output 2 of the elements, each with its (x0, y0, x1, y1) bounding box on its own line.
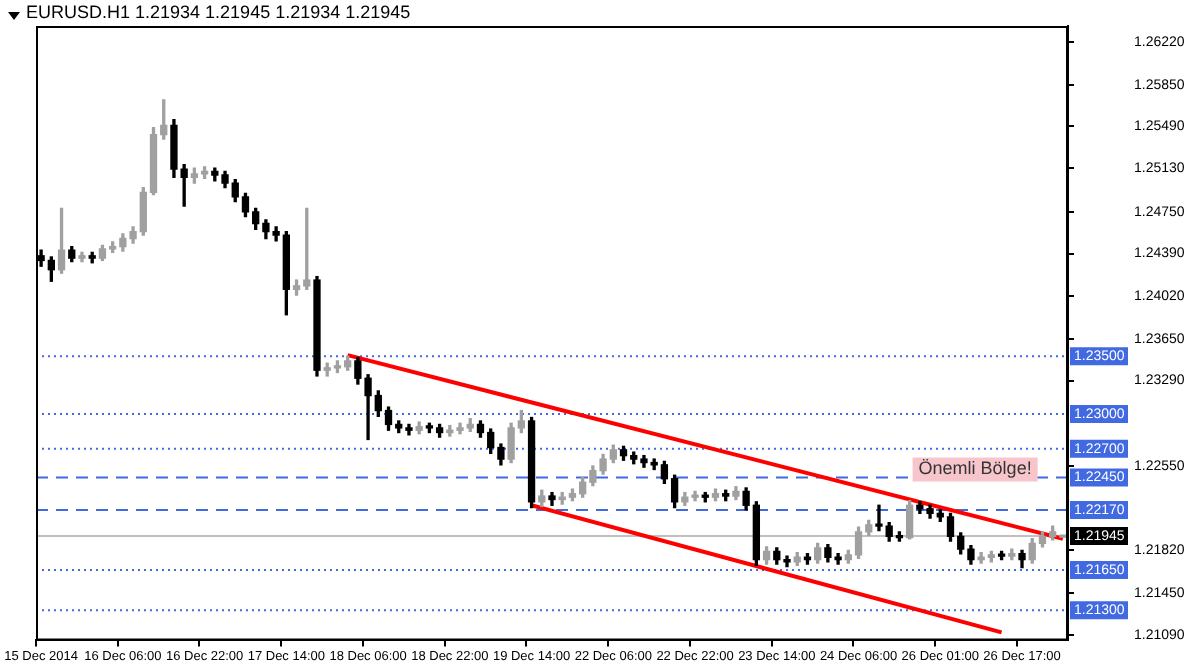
chart-title: EURUSD.H1 1.21934 1.21945 1.21934 1.21945 (26, 2, 411, 22)
annotation: Önemli Bölge! (918, 458, 1032, 479)
